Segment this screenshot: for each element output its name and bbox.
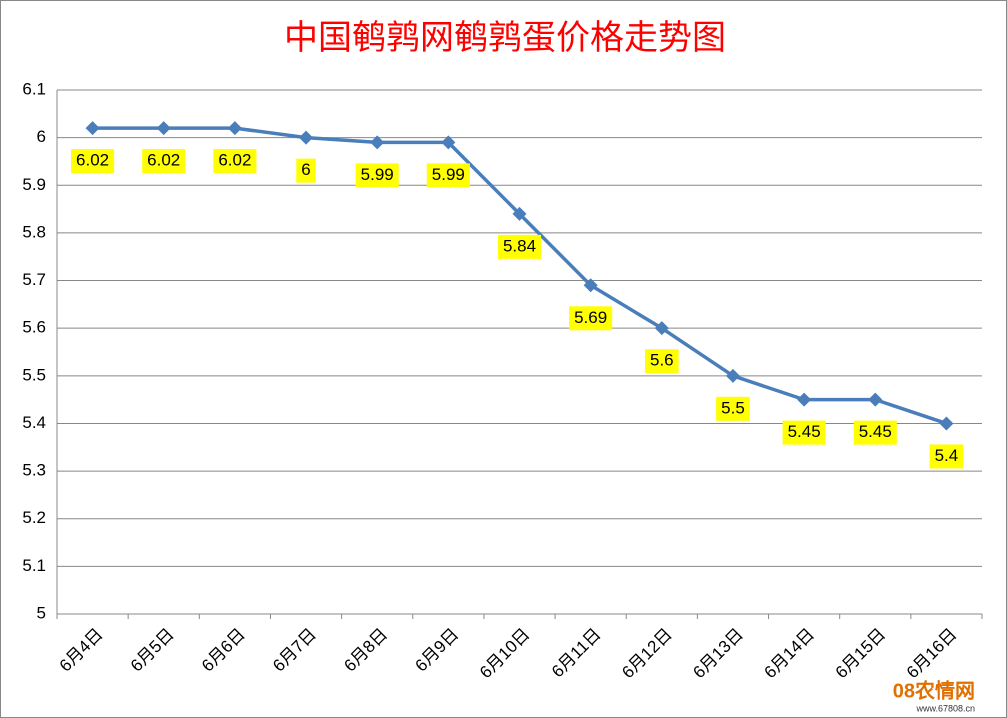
data-label-bg — [497, 234, 542, 259]
data-label: 5.45 — [853, 420, 897, 445]
data-label-bg — [782, 420, 826, 445]
data-point — [939, 416, 954, 431]
data-point — [370, 135, 385, 150]
data-label-text: 6.02 — [76, 151, 109, 170]
data-label-bg — [213, 149, 257, 174]
data-label-bg — [716, 396, 750, 421]
y-tick-label: 5.1 — [22, 556, 46, 575]
data-label-bg — [71, 149, 115, 174]
data-label-text: 5.99 — [432, 165, 465, 184]
data-label: 5.69 — [569, 306, 613, 331]
y-tick-label: 5.8 — [22, 222, 46, 241]
y-tick-label: 5.7 — [22, 270, 46, 289]
data-label-text: 5.4 — [935, 446, 959, 465]
data-label-text: 6.02 — [218, 151, 251, 170]
data-point — [441, 135, 456, 150]
data-label-bg — [142, 149, 186, 174]
data-point — [725, 368, 740, 383]
data-point — [299, 130, 314, 145]
data-label-text: 6 — [301, 160, 310, 179]
y-tick-label: 5.3 — [22, 461, 46, 480]
data-point — [583, 278, 598, 293]
data-label: 6 — [296, 158, 316, 183]
data-label-text: 5.84 — [503, 236, 536, 255]
data-label: 5.4 — [929, 444, 964, 469]
y-tick-label: 5.6 — [22, 318, 46, 337]
data-label-bg — [296, 158, 316, 183]
data-label-text: 6.02 — [147, 151, 180, 170]
data-label: 5.84 — [497, 234, 542, 259]
watermark: 08农情网 www.67808.cn — [893, 678, 975, 713]
data-point — [227, 121, 242, 136]
y-tick-label: 5.4 — [22, 413, 46, 432]
y-tick-label: 5.2 — [22, 508, 46, 527]
data-point — [512, 206, 527, 221]
watermark-logo: 08农情网 — [893, 678, 975, 702]
data-label-bg — [426, 163, 470, 188]
data-label-text: 5.5 — [721, 398, 745, 417]
data-label-text: 5.45 — [788, 422, 821, 441]
data-label: 5.6 — [644, 349, 679, 374]
data-label: 6.02 — [142, 149, 186, 174]
data-point — [85, 121, 100, 136]
y-tick-label: 5.9 — [22, 175, 46, 194]
data-label-text: 5.45 — [859, 422, 892, 441]
data-label-text: 5.6 — [650, 351, 674, 370]
data-label: 6.02 — [71, 149, 115, 174]
data-label-bg — [853, 420, 897, 445]
data-label-bg — [569, 306, 613, 331]
data-label-bg — [355, 163, 399, 188]
data-point — [156, 121, 171, 136]
data-label-text: 5.99 — [361, 165, 394, 184]
y-tick-label: 5.5 — [22, 365, 46, 384]
data-label: 5.5 — [716, 396, 750, 421]
data-point — [797, 392, 812, 407]
data-label-bg — [929, 444, 964, 469]
data-label-bg — [644, 349, 679, 374]
data-point — [868, 392, 883, 407]
data-label: 5.45 — [782, 420, 826, 445]
watermark-url: www.67808.cn — [915, 703, 975, 713]
data-point — [654, 321, 669, 336]
data-label: 6.02 — [213, 149, 257, 174]
y-tick-label: 6 — [37, 127, 46, 146]
y-tick-label: 5 — [37, 603, 46, 622]
y-tick-label: 6.1 — [22, 79, 46, 98]
data-label: 5.99 — [355, 163, 399, 188]
data-label: 5.99 — [426, 163, 470, 188]
chart-title: 中国鹌鹑网鹌鹑蛋价格走势图 — [284, 18, 726, 58]
data-label-text: 5.69 — [574, 308, 607, 327]
